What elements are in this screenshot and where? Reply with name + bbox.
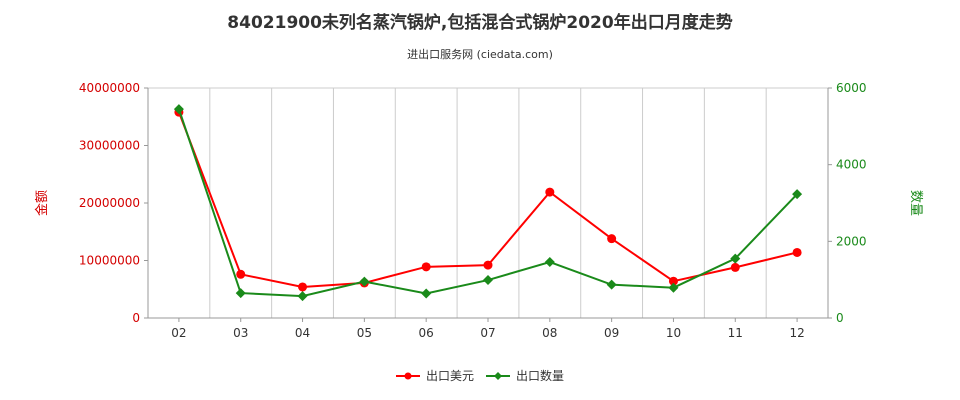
series-1-point	[607, 234, 617, 244]
series-2-point	[421, 288, 432, 299]
series-2-point	[544, 257, 555, 268]
y-left-tick-label: 30000000	[79, 139, 140, 153]
series-1-point	[545, 187, 555, 197]
y-left-tick-label: 20000000	[79, 196, 140, 210]
x-tick-label: 12	[789, 326, 804, 340]
legend-marker-2	[494, 372, 502, 380]
x-tick-label: 07	[480, 326, 495, 340]
x-tick-label: 04	[295, 326, 310, 340]
axes: 0 10000000 20000000 30000000 40000000 金额 0 2000…	[34, 81, 923, 340]
series-1-point	[792, 247, 802, 257]
chart-subtitle: 进出口服务网 (ciedata.com)	[407, 48, 553, 61]
series-1-point	[483, 260, 493, 270]
series-2-point	[297, 291, 308, 302]
series-1-point	[298, 282, 308, 292]
chart-title: 84021900未列名蒸汽锅炉,包括混合式锅炉2020年出口月度走势	[227, 13, 733, 33]
y-right-tick-label: 6000	[836, 81, 867, 95]
x-tick-label: 09	[604, 326, 619, 340]
legend: 出口美元 出口数量	[396, 368, 564, 383]
x-tick-label: 08	[542, 326, 557, 340]
x-tick-label: 03	[233, 326, 248, 340]
series-2-point	[483, 275, 493, 286]
series-2-point	[359, 276, 370, 287]
x-tick-label: 11	[728, 326, 743, 340]
y-left-tick-label: 40000000	[79, 81, 140, 95]
series-1-point	[730, 262, 740, 272]
x-tick-label: 05	[357, 326, 372, 340]
y-right-tick-label: 0	[836, 311, 844, 325]
legend-marker-1	[404, 372, 412, 380]
legend-label-2: 出口数量	[516, 368, 564, 383]
y-right-axis-title: 数量	[908, 190, 923, 216]
series-layer	[173, 104, 803, 302]
series-2-point	[668, 282, 679, 293]
series-1-point	[236, 269, 246, 279]
x-tick-label: 10	[666, 326, 681, 340]
y-left-tick-label: 0	[132, 311, 140, 325]
y-right-tick-label: 2000	[836, 234, 867, 248]
x-tick-label: 06	[419, 326, 434, 340]
series-2-point	[173, 104, 184, 115]
series-2-point	[792, 189, 803, 200]
series-2-point	[235, 288, 246, 299]
y-right-tick-label: 4000	[836, 158, 867, 172]
y-left-axis-title: 金额	[34, 190, 50, 216]
series-1-point	[421, 262, 431, 272]
series-2-point	[606, 279, 617, 290]
y-left-tick-label: 10000000	[79, 254, 140, 268]
legend-label-1: 出口美元	[426, 369, 474, 383]
series-1-point	[668, 276, 678, 286]
series-2-point	[730, 253, 741, 264]
x-tick-label: 02	[171, 326, 186, 340]
